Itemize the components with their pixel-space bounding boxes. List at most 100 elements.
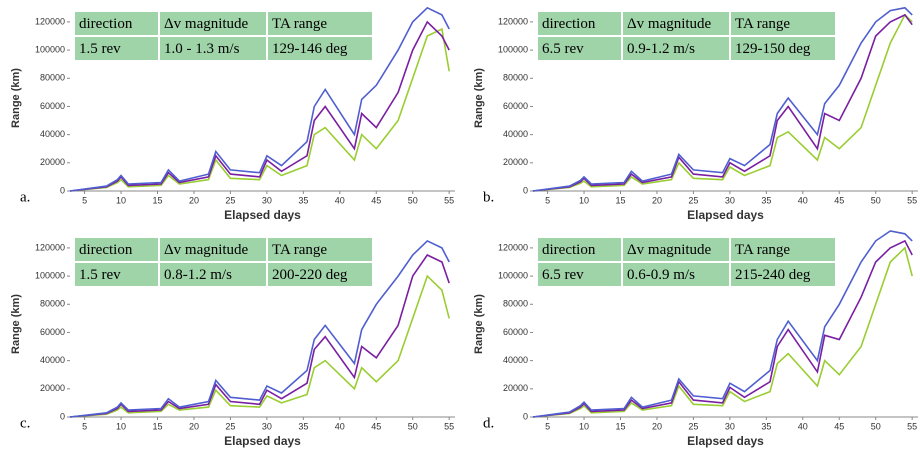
table-cell <box>75 12 158 35</box>
panel-label: d. <box>483 415 494 431</box>
table-cell <box>268 37 372 60</box>
table-text: TA range <box>272 242 327 258</box>
panel-label: a. <box>20 189 30 205</box>
y-axis-label: Range (km) <box>473 294 485 354</box>
y-tick-label: 60000 <box>40 327 65 337</box>
table-cell <box>623 12 729 35</box>
x-tick-label: 5 <box>82 421 87 431</box>
y-axis-label: Range (km) <box>10 68 22 128</box>
x-tick-label: 25 <box>225 195 235 205</box>
y-tick-label: 80000 <box>503 73 528 83</box>
trajectory-line <box>532 239 913 418</box>
table-text: 6.5 rev <box>542 267 584 283</box>
x-tick-label: 25 <box>688 195 698 205</box>
trajectory-line <box>69 274 450 418</box>
x-tick-label: 35 <box>298 421 308 431</box>
y-tick-label: 120000 <box>35 16 65 26</box>
x-tick-label: 10 <box>116 421 126 431</box>
table-cell <box>75 263 158 286</box>
x-tick-label: 50 <box>408 421 418 431</box>
y-tick-label: 40000 <box>503 355 528 365</box>
table-cell <box>75 37 158 60</box>
table-text: TA range <box>735 16 790 32</box>
table-text: 215-240 deg <box>735 267 811 283</box>
x-tick-label: 5 <box>82 195 87 205</box>
x-tick-label: 40 <box>335 421 345 431</box>
panel: 0 20000 40000 60000 80000 100000 120000 5 10 15 20… <box>473 6 918 222</box>
x-tick-label: 55 <box>907 195 917 205</box>
x-tick-label: 35 <box>761 421 771 431</box>
table-text: 129-150 deg <box>735 41 811 57</box>
y-tick-label: 20000 <box>40 157 65 167</box>
x-tick-label: 25 <box>688 421 698 431</box>
x-tick-label: 40 <box>798 195 808 205</box>
x-tick-label: 30 <box>262 421 272 431</box>
x-axis-label: Elapsed days <box>687 208 764 222</box>
x-tick-label: 55 <box>907 421 917 431</box>
x-tick-label: 45 <box>371 421 381 431</box>
table-text: direction <box>542 16 596 32</box>
x-tick-label: 30 <box>725 421 735 431</box>
x-tick-label: 15 <box>615 421 625 431</box>
x-tick-label: 15 <box>615 195 625 205</box>
x-axis-label: Elapsed days <box>224 434 301 448</box>
y-tick-label: 100000 <box>35 44 65 54</box>
x-axis-label: Elapsed days <box>687 434 764 448</box>
trajectory-line <box>532 6 913 192</box>
y-axis-label: Range (km) <box>473 68 485 128</box>
x-tick-label: 40 <box>335 195 345 205</box>
x-tick-label: 45 <box>834 195 844 205</box>
table-text: 129-146 deg <box>272 41 348 57</box>
table-cell <box>268 238 372 261</box>
trajectory-line <box>532 246 913 418</box>
y-tick-label: 120000 <box>498 16 528 26</box>
table-text: Δv magnitude <box>627 16 712 32</box>
x-tick-label: 30 <box>262 195 272 205</box>
table-cell <box>160 37 266 60</box>
x-tick-label: 55 <box>444 421 454 431</box>
table-cell <box>268 263 372 286</box>
x-tick-label: 35 <box>298 195 308 205</box>
table-cell <box>623 263 729 286</box>
x-tick-label: 20 <box>652 421 662 431</box>
y-tick-label: 0 <box>60 185 65 195</box>
table-cell <box>160 12 266 35</box>
table-text: 1.0 - 1.3 m/s <box>164 41 240 57</box>
x-tick-label: 10 <box>116 195 126 205</box>
x-tick-label: 45 <box>834 421 844 431</box>
y-tick-label: 120000 <box>498 242 528 252</box>
x-tick-label: 5 <box>545 421 550 431</box>
x-tick-label: 50 <box>871 195 881 205</box>
table-text: 0.8-1.2 m/s <box>164 267 232 283</box>
x-tick-label: 25 <box>225 421 235 431</box>
trajectory-line <box>69 27 450 192</box>
x-tick-label: 20 <box>189 195 199 205</box>
trajectory-line <box>532 230 913 418</box>
table-cell <box>731 263 835 286</box>
table-text: 200-220 deg <box>272 267 348 283</box>
table-text: Δv magnitude <box>164 242 249 258</box>
x-tick-label: 15 <box>152 421 162 431</box>
y-tick-label: 60000 <box>503 327 528 337</box>
x-tick-label: 20 <box>652 195 662 205</box>
y-tick-label: 60000 <box>40 101 65 111</box>
table-cell <box>538 12 621 35</box>
y-axis-label: Range (km) <box>10 294 22 354</box>
panel: 0 20000 40000 60000 80000 100000 120000 5 10 15 20… <box>10 238 455 448</box>
trajectory-line <box>69 239 450 418</box>
y-tick-label: 100000 <box>498 270 528 280</box>
table-cell <box>731 37 835 60</box>
y-tick-label: 20000 <box>40 383 65 393</box>
table-text: 1.5 rev <box>79 267 121 283</box>
table-text: direction <box>79 16 133 32</box>
y-tick-label: 0 <box>523 185 528 195</box>
y-tick-label: 20000 <box>503 157 528 167</box>
x-tick-label: 50 <box>408 195 418 205</box>
x-tick-label: 20 <box>189 421 199 431</box>
trajectory-line <box>532 13 913 192</box>
table-text: Δv magnitude <box>164 16 249 32</box>
panel: 0 20000 40000 60000 80000 100000 120000 5 10 15 20… <box>473 230 918 448</box>
table-text: 6.5 rev <box>542 41 584 57</box>
x-tick-label: 10 <box>579 421 589 431</box>
table-text: direction <box>79 242 133 258</box>
